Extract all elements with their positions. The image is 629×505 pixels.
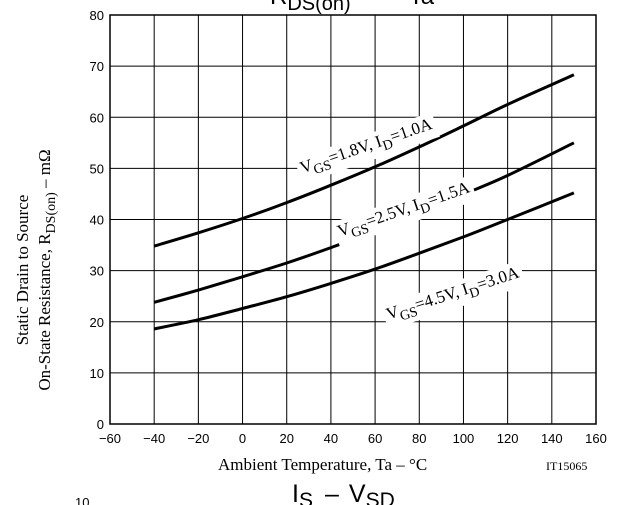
axes (109, 14, 597, 425)
y-axis-label-line1: Static Drain to Source (13, 195, 32, 346)
y-tick-label: 0 (97, 417, 104, 432)
series-line (153, 191, 575, 331)
x-tick-label: 40 (324, 431, 338, 446)
chart-title: RDS(on)—Ta (270, 0, 435, 15)
y-tick-label: 20 (90, 315, 104, 330)
series-line (153, 73, 575, 248)
y-tick-label: 10 (90, 366, 104, 381)
figure-code: IT15065 (546, 459, 587, 473)
x-tick-label: 100 (453, 431, 475, 446)
y-tick-label: 30 (90, 264, 104, 279)
x-tick-label: 140 (541, 431, 563, 446)
y-tick-label: 40 (90, 213, 104, 228)
y-axis-label: Static Drain to Source On-State Resistan… (13, 149, 59, 390)
plot-frame (109, 14, 597, 425)
y-axis-label-line2: On-State Resistance, RDS(on) – mΩ (35, 149, 59, 390)
y-tick-label: 80 (90, 8, 104, 23)
x-tick-labels: −60 −40 −20 0 20 40 60 80 100 120 140 160 (99, 431, 607, 446)
y-tick-labels: 0 10 20 30 40 50 60 70 80 (90, 8, 104, 432)
x-tick-label: 0 (239, 431, 246, 446)
y-tick-label: 70 (90, 59, 104, 74)
x-tick-label: 60 (368, 431, 382, 446)
x-tick-label: 80 (412, 431, 426, 446)
x-axis-label: Ambient Temperature, Ta – °C (218, 455, 427, 474)
next-chart-tick: 10 (75, 495, 89, 505)
x-tick-label: −40 (143, 431, 165, 446)
x-tick-label: 120 (497, 431, 519, 446)
series-lines (153, 73, 575, 331)
series-label-text: VGS=4.5V, ID=3.0A (384, 262, 524, 328)
x-tick-label: 160 (585, 431, 607, 446)
x-tick-label: 20 (279, 431, 293, 446)
y-tick-label: 50 (90, 161, 104, 176)
x-tick-label: −60 (99, 431, 121, 446)
series-label-text: VGS=2.5V, ID=1.5A (335, 177, 474, 245)
next-chart-title: IS – VSD (292, 480, 395, 505)
x-tick-label: −20 (187, 431, 209, 446)
y-tick-label: 60 (90, 110, 104, 125)
series-label: VGS=2.5V, ID=1.5A (331, 175, 478, 248)
